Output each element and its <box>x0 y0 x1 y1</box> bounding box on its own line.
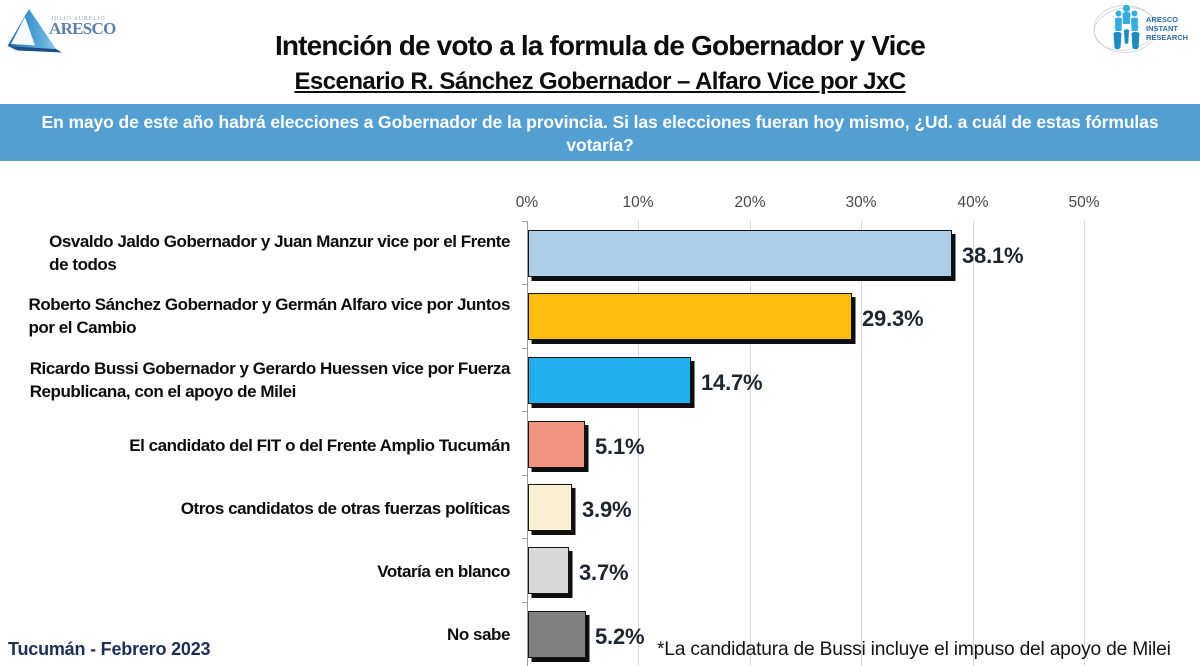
svg-text:ARESCO: ARESCO <box>1146 15 1178 24</box>
svg-text:INSTANT: INSTANT <box>1146 24 1178 33</box>
svg-text:ARESCO: ARESCO <box>49 19 116 38</box>
svg-text:RESEARCH: RESEARCH <box>1146 33 1188 42</box>
svg-text:JULIO AURELIO: JULIO AURELIO <box>51 16 106 22</box>
